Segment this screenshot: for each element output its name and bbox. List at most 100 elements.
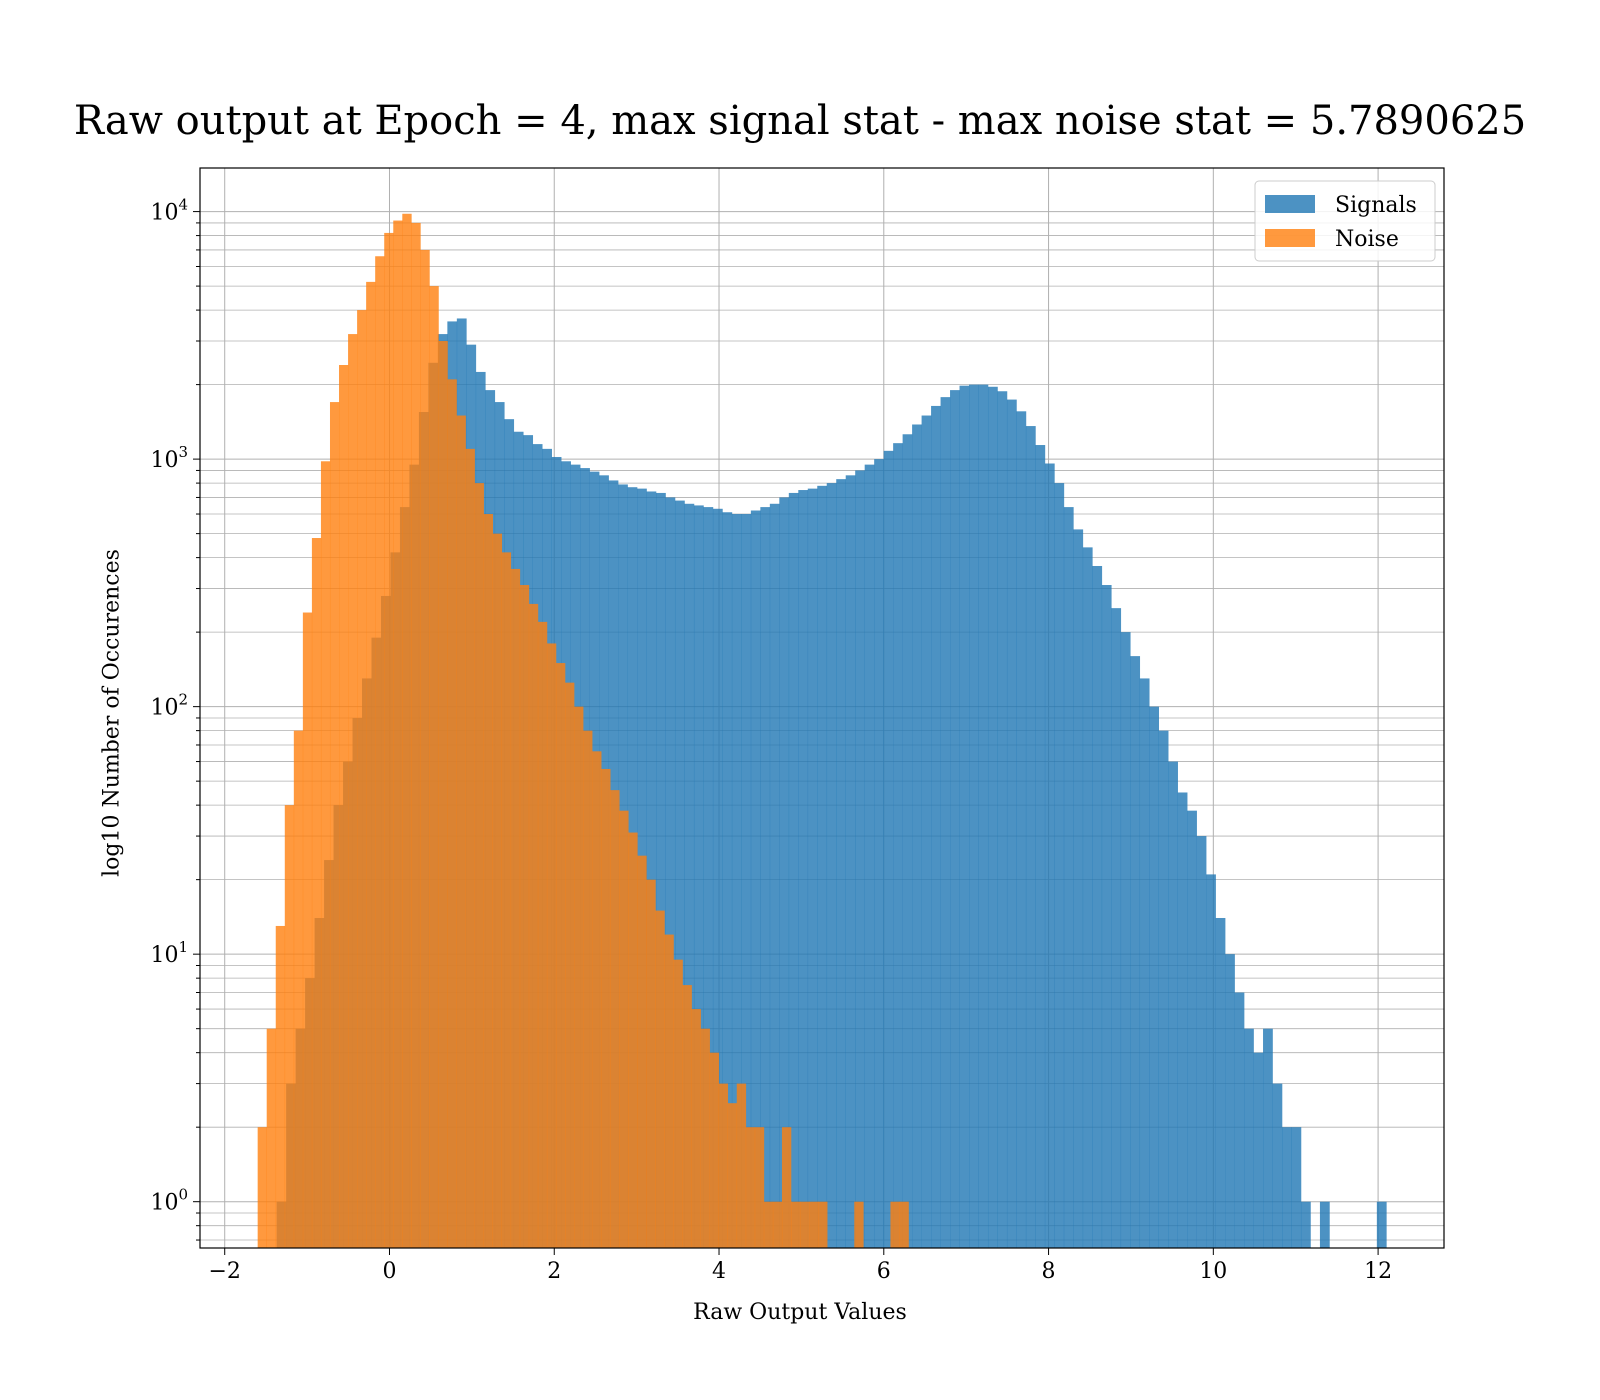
noise-bar <box>610 790 620 1248</box>
noise-bar <box>402 213 412 1249</box>
x-tick-label: 10 <box>1199 1259 1227 1284</box>
noise-bar <box>465 448 475 1248</box>
noise-bar <box>890 1201 900 1248</box>
noise-bar <box>339 365 349 1249</box>
legend-label-signals: Signals <box>1335 193 1417 218</box>
noise-bar <box>546 643 557 1248</box>
signal-bar <box>1054 483 1065 1248</box>
signal-bar <box>1025 426 1036 1248</box>
signal-bar <box>798 490 809 1248</box>
x-axis-label: Raw Output Values <box>693 1300 907 1325</box>
noise-bar <box>601 768 611 1248</box>
noise-bar <box>854 1201 864 1248</box>
noise-bar <box>790 1201 801 1248</box>
noise-bar <box>293 730 304 1248</box>
noise-bar <box>745 1127 756 1248</box>
x-tick-label: 6 <box>877 1259 891 1284</box>
signal-bar <box>959 385 970 1249</box>
noise-bar <box>818 1201 828 1248</box>
noise-bar <box>447 379 457 1248</box>
signal-bar <box>1187 810 1197 1248</box>
signal-bar <box>940 397 951 1249</box>
noise-bar <box>429 286 439 1248</box>
signal-bar <box>1035 445 1046 1249</box>
y-tick-exponent: 3 <box>178 443 188 461</box>
noise-bar <box>384 232 394 1249</box>
signal-bar <box>1206 874 1216 1248</box>
noise-bar <box>510 568 521 1248</box>
noise-bar <box>628 832 638 1248</box>
signal-bar <box>1282 1127 1292 1248</box>
signal-bar <box>1044 463 1055 1249</box>
signal-bar <box>1234 992 1245 1248</box>
signal-bar <box>656 492 666 1248</box>
signal-bar <box>1244 1028 1254 1248</box>
signal-bar <box>1130 656 1141 1248</box>
y-tick-base: 10 <box>150 943 178 968</box>
noise-bar <box>320 461 331 1249</box>
noise-bar <box>718 1083 729 1248</box>
signal-bar <box>693 505 704 1248</box>
x-tick-label: −2 <box>208 1259 240 1284</box>
signal-bar <box>646 491 657 1249</box>
noise-bar <box>673 959 683 1248</box>
signal-bar <box>750 510 761 1249</box>
signal-bar <box>836 479 847 1249</box>
chart-title: Raw output at Epoch = 4, max signal stat… <box>73 98 1527 144</box>
legend-swatch-signals <box>1265 195 1315 213</box>
signal-bar <box>1263 1028 1273 1248</box>
noise-bar <box>736 1083 747 1248</box>
signal-bar <box>1253 1052 1264 1248</box>
signal-bar <box>712 508 723 1248</box>
signal-bar <box>779 497 790 1248</box>
noise-bar <box>537 621 548 1248</box>
noise-bar <box>619 810 629 1248</box>
signal-bar <box>874 459 884 1248</box>
signal-bar <box>978 384 989 1248</box>
noise-bar <box>348 334 358 1248</box>
legend-label-noise: Noise <box>1335 227 1399 252</box>
y-tick-label: 102 <box>150 691 188 721</box>
noise-bar <box>646 879 656 1248</box>
signal-bar <box>845 475 856 1248</box>
noise-bar <box>592 751 602 1248</box>
noise-bar <box>655 910 665 1248</box>
noise-bar <box>411 222 421 1248</box>
signal-bar <box>902 434 913 1248</box>
noise-bar <box>709 1052 719 1248</box>
y-tick-exponent: 0 <box>178 1186 188 1204</box>
signal-bar <box>1225 954 1235 1248</box>
noise-bar <box>357 310 367 1249</box>
signal-bar <box>1063 507 1074 1248</box>
noise-bar <box>519 585 530 1248</box>
noise-bar <box>438 341 448 1248</box>
signal-bar <box>1168 761 1178 1248</box>
y-tick-exponent: 2 <box>178 691 188 709</box>
signal-bar <box>703 507 714 1248</box>
noise-bar <box>456 415 466 1248</box>
signal-bar <box>1300 1201 1311 1248</box>
signal-bar <box>950 390 960 1249</box>
signal-bar <box>969 384 979 1248</box>
noise-bar <box>311 538 322 1248</box>
y-tick-label: 101 <box>150 938 188 968</box>
noise-bar <box>682 985 692 1248</box>
signal-bar <box>1082 547 1093 1248</box>
signal-bar <box>760 507 771 1248</box>
plot-frame <box>199 167 1445 1249</box>
x-tick-label: 0 <box>382 1259 396 1284</box>
signal-bar <box>788 492 799 1248</box>
noise-bar <box>555 663 566 1248</box>
signal-bar <box>1376 1201 1387 1248</box>
noise-bar <box>375 256 385 1248</box>
noise-bar <box>420 249 430 1248</box>
signal-bar <box>883 450 894 1248</box>
signal-bar <box>912 424 922 1248</box>
signal-bar <box>1111 608 1122 1248</box>
y-tick-label: 103 <box>150 443 188 473</box>
signal-bar <box>665 497 676 1248</box>
y-tick-base: 10 <box>150 696 178 721</box>
signal-bar <box>1158 730 1169 1248</box>
